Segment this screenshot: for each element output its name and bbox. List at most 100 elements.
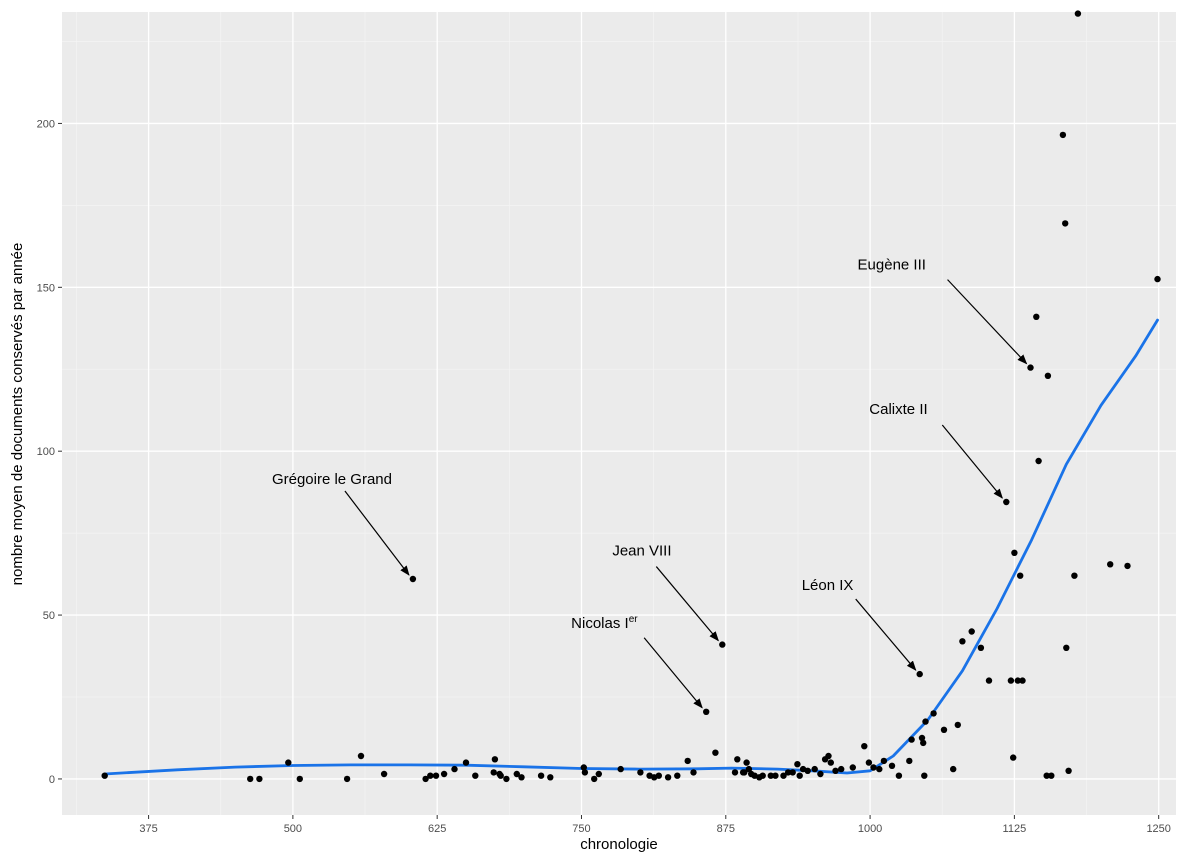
data-point xyxy=(772,772,779,779)
data-point xyxy=(811,765,818,773)
data-point xyxy=(1065,767,1072,774)
data-point xyxy=(503,775,510,783)
data-point xyxy=(684,757,691,765)
data-point xyxy=(380,770,388,778)
x-tick-label: 375 xyxy=(139,823,157,835)
data-point xyxy=(880,757,888,765)
data-point xyxy=(977,644,985,651)
annotation-label-text: Jean VIII xyxy=(612,543,671,560)
annotation-superscript: er xyxy=(629,614,639,625)
smooth-trend xyxy=(103,318,1159,776)
data-point xyxy=(490,769,497,776)
data-point xyxy=(918,734,926,742)
data-point xyxy=(861,743,868,750)
y-axis-title: nombre moyen de documents conservés par … xyxy=(9,243,26,586)
y-tick-label: 100 xyxy=(37,446,55,458)
data-point xyxy=(1014,677,1021,684)
data-point xyxy=(296,775,303,783)
x-tick-label: 625 xyxy=(428,823,446,835)
data-point xyxy=(780,772,787,779)
x-tick-label: 1000 xyxy=(858,823,882,835)
x-axis-title: chronologie xyxy=(580,836,658,852)
data-point xyxy=(1003,498,1010,506)
data-point xyxy=(1071,572,1078,579)
data-point xyxy=(817,770,824,778)
data-point xyxy=(674,772,681,779)
data-point xyxy=(838,765,845,773)
annotation-arrow xyxy=(855,598,917,671)
data-point xyxy=(1033,313,1040,320)
data-point xyxy=(1043,772,1050,779)
data-point xyxy=(940,726,948,733)
annotation-label: Nicolas Ier xyxy=(571,614,638,632)
data-point xyxy=(865,759,873,766)
y-tick-label: 200 xyxy=(37,118,55,130)
data-point xyxy=(690,769,697,776)
plot-panel xyxy=(62,12,1176,815)
data-point xyxy=(1010,754,1017,761)
data-point xyxy=(784,769,792,776)
data-point xyxy=(870,764,877,771)
data-point xyxy=(876,765,883,773)
data-points xyxy=(101,10,1161,783)
data-point xyxy=(825,752,832,760)
data-point xyxy=(832,767,839,774)
data-point xyxy=(734,756,741,763)
data-point xyxy=(497,772,504,779)
data-point xyxy=(617,765,624,773)
annotation-label-text: Léon IX xyxy=(802,577,854,594)
data-point xyxy=(256,775,263,783)
data-point xyxy=(547,774,554,781)
data-point xyxy=(922,718,929,725)
x-axis: 375 500 625 750 875 1000 1125 1250 xyxy=(139,815,1171,835)
data-point xyxy=(759,772,766,779)
data-point xyxy=(537,772,545,779)
data-point xyxy=(1011,549,1018,556)
y-tick-label: 50 xyxy=(43,610,55,622)
data-point xyxy=(427,772,434,779)
data-point xyxy=(343,775,351,783)
data-point xyxy=(959,638,966,645)
data-point xyxy=(1019,677,1026,684)
data-point xyxy=(1048,772,1055,779)
data-point xyxy=(664,774,672,781)
data-point xyxy=(921,772,928,779)
data-point xyxy=(985,677,993,684)
minor-gridlines xyxy=(62,12,1176,815)
data-point xyxy=(906,757,913,765)
x-tick-label: 750 xyxy=(572,823,590,835)
data-point xyxy=(908,736,915,743)
data-point xyxy=(741,769,748,776)
x-tick-label: 1125 xyxy=(1003,823,1027,835)
y-tick-label: 0 xyxy=(49,774,55,786)
data-point xyxy=(743,759,750,766)
data-point xyxy=(285,759,292,766)
data-point xyxy=(930,710,937,717)
annotation-label-text: Calixte II xyxy=(869,401,927,418)
data-point xyxy=(440,770,448,778)
data-point xyxy=(1059,131,1067,139)
annotation-label: Grégoire le Grand xyxy=(272,471,392,488)
data-point xyxy=(1154,275,1161,283)
data-point xyxy=(827,759,834,766)
data-point xyxy=(920,739,927,747)
annotation-arrow xyxy=(941,424,1003,499)
data-point xyxy=(968,628,975,635)
data-point xyxy=(1062,220,1069,227)
data-point xyxy=(422,775,429,783)
data-point xyxy=(849,764,856,771)
data-point xyxy=(357,752,365,760)
data-point xyxy=(804,767,811,774)
data-point xyxy=(1035,457,1042,465)
data-point xyxy=(409,575,417,583)
data-point xyxy=(595,770,602,778)
x-tick-label: 875 xyxy=(717,823,735,835)
y-tick-label: 150 xyxy=(37,282,55,294)
data-point xyxy=(916,670,923,678)
data-point xyxy=(581,769,589,776)
annotation-label: Eugène III xyxy=(858,257,926,274)
x-tick-label: 500 xyxy=(284,823,302,835)
x-tick-label: 1250 xyxy=(1146,823,1170,835)
annotation-arrow xyxy=(655,566,719,642)
